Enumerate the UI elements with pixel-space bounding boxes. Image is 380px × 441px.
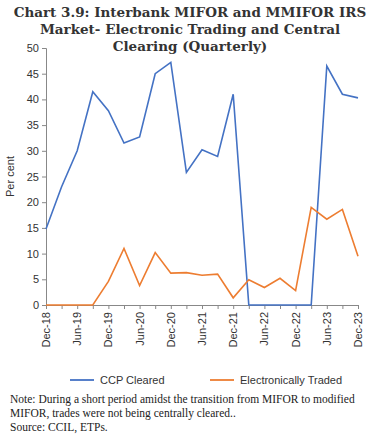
y-axis-line [42,49,47,306]
y-tick: 20 [27,196,46,208]
x-tick-mark [171,305,172,309]
y-tick-mark [42,74,46,75]
x-tick-mark [218,305,219,309]
x-tick [342,305,343,309]
x-tick [218,305,219,309]
x-tick: Dec-23 [352,305,364,347]
y-tick-mark [42,279,46,280]
x-tick-mark [186,305,187,309]
y-tick-label: 30 [27,145,39,157]
y-tick: 10 [27,248,46,260]
plot-area [46,62,358,305]
y-tick-label: 5 [33,273,39,285]
y-tick-mark [42,48,46,49]
x-tick-mark [124,305,125,309]
y-tick: 30 [27,145,46,157]
y-axis: 0 5 10 15 20 25 30 35 40 45 50 [27,42,47,311]
x-tick: Jun-22 [258,305,270,346]
y-tick-mark [42,125,46,126]
legend-swatch [70,379,94,381]
y-axis-title: Per cent [4,156,16,197]
x-tick: Dec-20 [165,305,177,347]
x-tick: Dec-18 [40,305,52,347]
y-tick-mark [42,254,46,255]
y-tick-label: 20 [27,196,39,208]
x-tick: Jun-19 [71,305,83,346]
x-tick: Dec-19 [102,305,114,347]
y-tick-label: 10 [27,248,39,260]
y-tick-label: 0 [33,299,39,311]
x-tick-label: Jun-20 [134,312,146,346]
x-tick-label: Dec-20 [165,312,177,347]
series-line [46,207,358,305]
legend-label: CCP Cleared [100,374,165,386]
x-tick-label: Jun-22 [258,312,270,346]
x-axis: Dec-18 Jun-19 Dec-19 Jun-20 Dec-20 Jun-21 Dec-… [40,305,364,347]
x-axis-line [47,306,359,310]
y-tick: 25 [27,171,46,183]
chart-source: Source: CCIL, ETPs. [10,421,372,433]
x-tick-label: Dec-23 [352,312,364,347]
y-tick-mark [42,99,46,100]
x-tick: Jun-21 [196,305,208,346]
x-tick: Jun-23 [321,305,333,346]
x-tick: Jun-20 [134,305,146,346]
x-tick-mark [358,305,359,309]
x-tick-mark [342,305,343,309]
legend: CCP Cleared Electronically Traded [70,374,342,386]
legend-item: Electronically Traded [210,374,342,386]
x-tick-label: Dec-21 [227,312,239,347]
x-tick-mark [327,305,328,309]
x-tick-mark [155,305,156,309]
y-tick: 0 [33,299,46,311]
legend-label: Electronically Traded [240,374,342,386]
x-tick-mark [108,305,109,309]
chart-title: Chart 3.9: Interbank MIFOR and MMIFOR IR… [8,4,372,55]
y-tick-label: 35 [27,119,39,131]
y-tick-label: 45 [27,68,39,80]
y-tick-label: 25 [27,171,39,183]
legend-swatch [210,379,234,381]
x-tick-label: Dec-22 [290,312,302,347]
series-line [46,62,358,305]
x-tick-label: Jun-23 [321,312,333,346]
y-tick: 35 [27,119,46,131]
x-tick [124,305,125,309]
x-tick-label: Jun-19 [71,312,83,346]
y-tick: 15 [27,222,46,234]
x-tick [155,305,156,309]
x-tick [186,305,187,309]
x-tick-mark [233,305,234,309]
y-tick-label: 50 [27,42,39,54]
legend-item: CCP Cleared [70,374,165,386]
y-tick-label: 15 [27,222,39,234]
x-tick-mark [202,305,203,309]
y-tick-mark [42,177,46,178]
y-tick-mark [42,151,46,152]
y-tick-mark [42,305,46,306]
y-tick: 5 [33,273,46,285]
x-tick-label: Jun-21 [196,312,208,346]
x-tick: Dec-22 [290,305,302,347]
x-tick-label: Dec-19 [102,312,114,347]
chart-note: Note: During a short period amidst the t… [10,392,372,420]
chart-svg: 0 5 10 15 20 25 30 35 40 45 50 Dec-18 Jun-19 Dec-19 Ju… [0,42,380,392]
y-tick-mark [42,202,46,203]
x-tick: Dec-21 [227,305,239,347]
y-tick: 45 [27,68,46,80]
y-tick: 50 [27,42,46,54]
y-tick: 40 [27,93,46,105]
x-tick-mark [140,305,141,309]
x-tick-label: Dec-18 [40,312,52,347]
y-tick-label: 40 [27,93,39,105]
